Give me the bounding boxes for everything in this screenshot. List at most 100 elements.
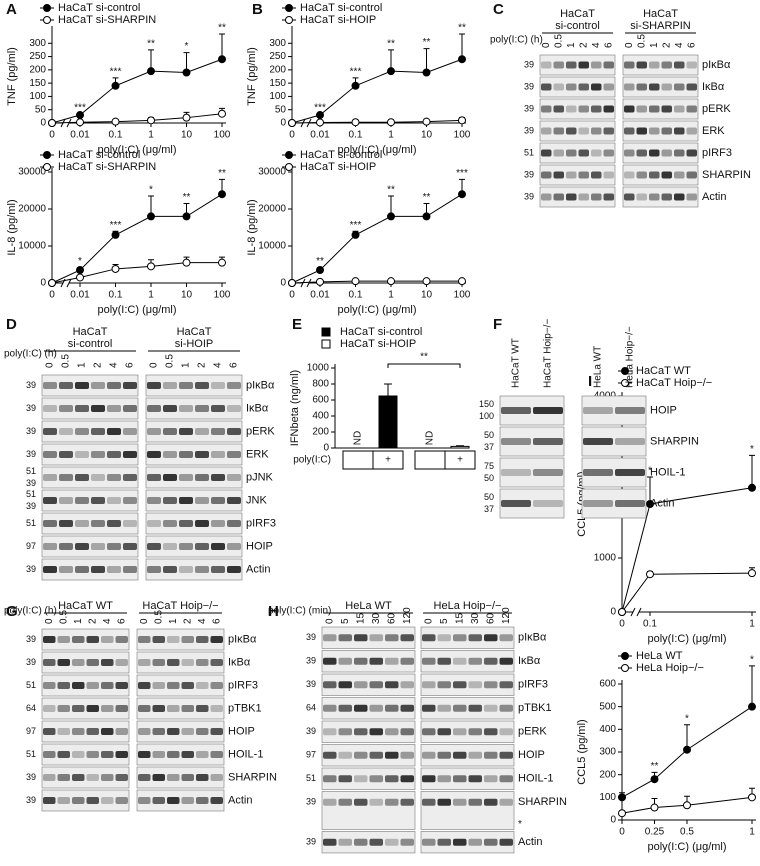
blot-strip: [539, 76, 616, 98]
blot-band: [43, 728, 56, 735]
mw-marker: 64: [26, 703, 36, 713]
panel-label: D: [6, 316, 17, 333]
series-line: [291, 193, 463, 284]
blot-band: [603, 105, 614, 113]
blot-band: [437, 798, 451, 806]
blot-band: [499, 681, 513, 689]
blot-band: [499, 704, 513, 712]
blot-strip: [321, 650, 416, 673]
x-tick-label: 0: [49, 290, 55, 301]
data-point: [748, 569, 756, 578]
blot-band: [578, 171, 589, 179]
lane-label: 1: [77, 362, 88, 368]
blot-band: [422, 728, 436, 736]
series-line: [51, 113, 223, 124]
blot-band: [369, 775, 383, 783]
value-label: ND: [353, 431, 364, 445]
blot-band: [591, 171, 602, 179]
blot-strip: [41, 628, 130, 651]
blot-band: [196, 705, 209, 712]
blot-band: [57, 682, 70, 689]
blot-band: [181, 682, 194, 689]
protein-label: IκBα: [246, 402, 269, 414]
blot-strip: [420, 831, 515, 854]
legend-label: HaCaT si-SHARPIN: [58, 14, 156, 26]
protein-label: pTBK1: [228, 702, 262, 714]
blot-band: [369, 838, 383, 846]
significance: *: [750, 444, 754, 455]
blot-band: [72, 751, 85, 758]
blot-band: [163, 474, 177, 481]
blot-band: [107, 428, 121, 435]
panel-label: A: [6, 1, 17, 18]
blot-band: [179, 428, 193, 435]
blot-band: [400, 798, 414, 806]
blot-band: [147, 451, 161, 458]
blot-band: [603, 171, 614, 179]
significance: ***: [350, 66, 362, 77]
data-point: [182, 258, 191, 267]
blot-band: [338, 728, 352, 736]
series-line: [51, 262, 222, 284]
blot-band: [123, 405, 137, 412]
mw-marker: 39: [306, 632, 316, 642]
lane-label: 15: [454, 612, 465, 624]
blot-band: [211, 520, 225, 527]
blot-strip: [41, 651, 130, 674]
blot-band: [566, 83, 577, 91]
mw-marker: 50: [484, 430, 494, 440]
blot-band: [636, 149, 647, 157]
y-tick-label: 200: [29, 64, 46, 75]
significance: **: [218, 23, 226, 34]
blot-band: [138, 751, 151, 758]
significance: **: [423, 192, 431, 203]
blot-band: [91, 451, 105, 458]
blot-band: [179, 543, 193, 550]
legend-marker: [43, 163, 51, 171]
blot-band: [57, 705, 70, 712]
blot-band: [400, 775, 414, 783]
blot-band: [674, 149, 685, 157]
y-tick-label: 50: [275, 104, 287, 115]
lane-label: 30: [470, 612, 481, 624]
blot-band: [385, 634, 399, 642]
lane-label: 6: [686, 42, 697, 48]
lane-label: 60: [386, 612, 397, 624]
y-tick-label: 0: [280, 278, 286, 289]
blot-band: [75, 428, 89, 435]
significance: **: [387, 185, 395, 196]
blot-strip: [420, 767, 515, 790]
series-line: [51, 58, 223, 124]
blot-band: [323, 634, 337, 642]
significance: *: [149, 185, 153, 196]
blot-strip: [136, 674, 225, 697]
panel-label: I: [588, 373, 592, 390]
significance: ***: [110, 66, 122, 77]
significance-bracket: [387, 363, 461, 368]
blot-strip: [41, 535, 139, 558]
blot-band: [615, 500, 645, 507]
data-point: [147, 67, 155, 76]
mw-marker: 39: [26, 426, 36, 436]
blot-band: [147, 428, 161, 435]
data-point: [351, 118, 360, 127]
lane-label: 2: [93, 362, 104, 368]
x-tick-label: 0: [619, 619, 625, 630]
protein-label: pIRF3: [228, 679, 258, 691]
data-point: [422, 212, 431, 221]
protein-label: pIκBα: [228, 633, 257, 645]
protein-label: pERK: [702, 103, 731, 115]
blot-band: [453, 634, 467, 642]
blot-band: [649, 83, 660, 91]
x-tick-label: 10: [181, 290, 193, 301]
blot-band: [499, 775, 513, 783]
blot-band: [152, 705, 165, 712]
blot-band: [422, 751, 436, 759]
blot-band: [107, 451, 121, 458]
blot-band: [578, 127, 589, 135]
blot-band: [591, 105, 602, 113]
blot-band: [369, 634, 383, 642]
blot-strip: [41, 558, 139, 581]
legend-marker: [285, 151, 293, 159]
